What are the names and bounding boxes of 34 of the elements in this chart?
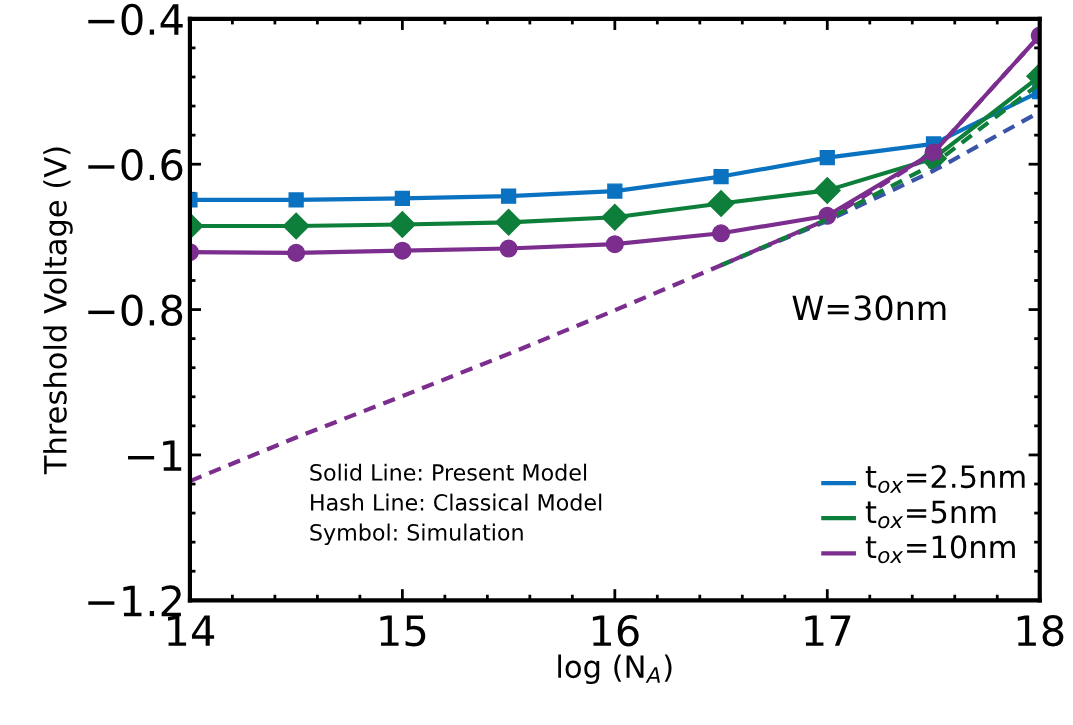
point bbox=[601, 203, 629, 231]
x-axis-title: log (N$_{A}$) bbox=[558, 654, 672, 685]
x-tick-label: 14 bbox=[167, 615, 215, 646]
y-tick-label: −0.8 bbox=[88, 294, 183, 326]
y-tick-label: −0.4 bbox=[88, 3, 183, 36]
point bbox=[813, 176, 841, 204]
y-tick-label: −1.2 bbox=[88, 585, 181, 617]
point bbox=[495, 208, 523, 236]
y-tick-label: −0.6 bbox=[88, 149, 183, 181]
point bbox=[707, 189, 735, 217]
point bbox=[393, 241, 412, 260]
legend-label: t$_{ox}$=10nm bbox=[865, 535, 1015, 564]
point bbox=[287, 243, 306, 262]
y-axis-title: Threshold Voltage (V) bbox=[43, 147, 73, 475]
point bbox=[288, 192, 304, 208]
point bbox=[605, 235, 624, 254]
point bbox=[819, 150, 835, 166]
point bbox=[712, 224, 731, 243]
point bbox=[282, 212, 310, 240]
x-tick-label: 17 bbox=[805, 615, 851, 646]
annotation: W=30nm bbox=[792, 295, 946, 321]
x-tick-label: 16 bbox=[592, 614, 639, 647]
legend-label: t$_{ox}$=5nm bbox=[865, 500, 996, 529]
x-tick-label: 15 bbox=[380, 615, 426, 647]
point bbox=[499, 239, 518, 258]
point bbox=[500, 188, 517, 204]
y-tick-label: −1 bbox=[128, 440, 182, 471]
point bbox=[394, 190, 411, 207]
point bbox=[607, 183, 623, 199]
point bbox=[388, 211, 416, 238]
x-tick-label: 18 bbox=[1017, 614, 1064, 647]
legend-label: t$_{ox}$=2.5nm bbox=[865, 465, 1025, 494]
point bbox=[713, 168, 729, 185]
annotation: Solid Line: Present Model Hash Line: Classical Model Symbol: Simulation bbox=[310, 463, 602, 546]
